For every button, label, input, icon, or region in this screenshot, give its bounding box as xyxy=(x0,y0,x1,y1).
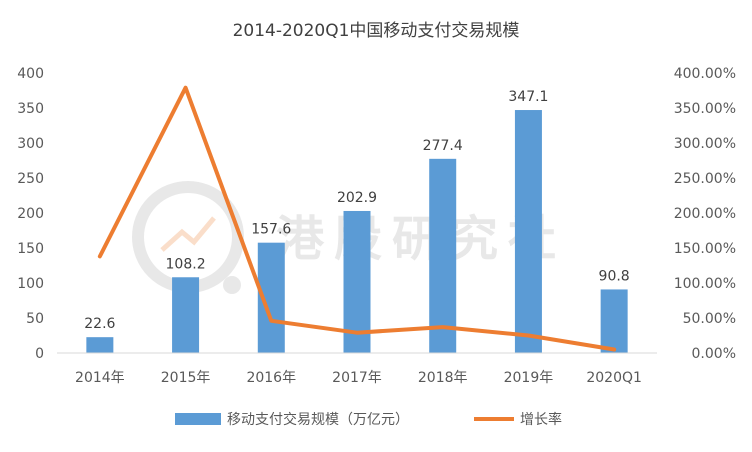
y-right-tick-label: 250.00% xyxy=(674,171,736,187)
bar xyxy=(86,337,114,353)
bar xyxy=(514,110,542,353)
x-tick-label: 2017年 xyxy=(332,370,382,386)
x-tick-label: 2018年 xyxy=(418,370,468,386)
watermark-logo-dot xyxy=(223,276,241,294)
bar xyxy=(343,210,371,353)
watermark-logo-arrow xyxy=(160,216,216,252)
y-right-tick-label: 300.00% xyxy=(674,136,736,152)
y-right-tick-label: 0.00% xyxy=(692,346,736,362)
bar-series xyxy=(86,110,628,353)
data-labels: 22.6 108.2 157.6 202.9 277.4 347.1 90.8 xyxy=(84,89,629,332)
y-left-tick-label: 350 xyxy=(17,101,44,117)
x-tick-label: 2016年 xyxy=(246,370,296,386)
chart-title: 2014-2020Q1中国移动支付交易规模 xyxy=(233,21,520,41)
bar-data-label: 347.1 xyxy=(508,89,548,105)
bar-data-label: 90.8 xyxy=(599,268,630,284)
axes: 0 50 100 150 200 250 300 350 400 0.00% 50.00% 100.0… xyxy=(17,66,736,386)
bar xyxy=(172,277,200,353)
x-tick-label: 2015年 xyxy=(161,370,211,386)
bar xyxy=(429,158,457,353)
y-left-tick-label: 0 xyxy=(35,346,44,362)
y-left-tick-label: 250 xyxy=(17,171,44,187)
line-series xyxy=(97,85,617,352)
y-right-tick-label: 50.00% xyxy=(683,311,736,327)
legend-bar-swatch xyxy=(175,413,221,425)
legend-line-label: 增长率 xyxy=(520,411,562,428)
x-tick-label: 2019年 xyxy=(504,370,554,386)
bar-data-label: 22.6 xyxy=(84,316,115,332)
y-right-tick-label: 150.00% xyxy=(674,241,736,257)
y-left-tick-label: 200 xyxy=(17,206,44,222)
legend: 移动支付交易规模（万亿元） 增长率 xyxy=(175,411,562,428)
bar xyxy=(600,289,628,353)
y-left-tick-label: 100 xyxy=(17,276,44,292)
y-left-tick-label: 150 xyxy=(17,241,44,257)
bar-data-label: 202.9 xyxy=(337,190,377,206)
y-right-tick-label: 400.00% xyxy=(674,66,736,82)
legend-bar-label: 移动支付交易规模（万亿元） xyxy=(227,411,409,428)
y-right-tick-label: 100.00% xyxy=(674,276,736,292)
y-right-tick-label: 350.00% xyxy=(674,101,736,117)
watermark-text: 港股研究社 xyxy=(276,211,566,267)
x-tick-label: 2014年 xyxy=(75,370,125,386)
y-right-tick-label: 200.00% xyxy=(674,206,736,222)
bar-data-label: 108.2 xyxy=(166,256,206,272)
x-tick-label: 2020Q1 xyxy=(586,370,642,386)
y-left-tick-label: 50 xyxy=(26,311,44,327)
y-left-tick-label: 300 xyxy=(17,136,44,152)
y-left-tick-label: 400 xyxy=(17,66,44,82)
bar-data-label: 157.6 xyxy=(251,222,291,238)
bar-data-label: 277.4 xyxy=(423,138,463,154)
